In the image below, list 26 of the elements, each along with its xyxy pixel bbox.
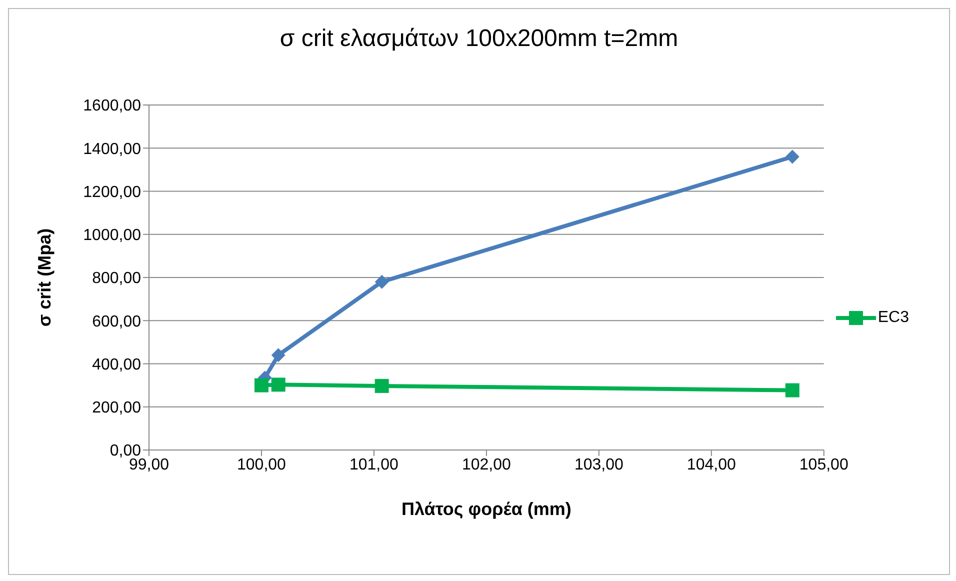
point — [254, 378, 268, 392]
point — [374, 378, 389, 393]
point — [785, 150, 800, 164]
point — [374, 274, 389, 289]
point — [785, 383, 800, 398]
x-tick-label: 99,00 — [128, 456, 170, 474]
y-axis-title: σ crit (Mpa) — [34, 228, 54, 327]
y-tick-label: 1000,00 — [83, 227, 142, 244]
y-tick-label: 200,00 — [92, 400, 142, 417]
x-axis-title: Πλάτος φορέα (mm) — [401, 499, 572, 519]
x-tick-label: 103,00 — [574, 456, 624, 474]
legend-label: EC3 — [878, 308, 909, 326]
chart-title: σ crit ελασμάτων 100x200mm t=2mm — [278, 24, 680, 54]
y-tick-label: 400,00 — [92, 356, 142, 374]
x-tick-label: 101,00 — [349, 456, 399, 474]
x-tick-label: 102,00 — [462, 456, 512, 474]
y-tick-label: 800,00 — [92, 270, 142, 288]
y-tick-label: 600,00 — [92, 313, 142, 330]
x-tick-label: 104,00 — [686, 456, 736, 474]
point — [271, 378, 286, 392]
x-tick-label: 100,00 — [237, 456, 286, 474]
y-tick-label: 1200,00 — [83, 184, 142, 201]
y-tick-label: 1400,00 — [83, 140, 142, 158]
y-tick-label: 1600,00 — [83, 98, 142, 115]
x-tick-label: 105,00 — [799, 456, 848, 474]
point — [271, 348, 286, 362]
